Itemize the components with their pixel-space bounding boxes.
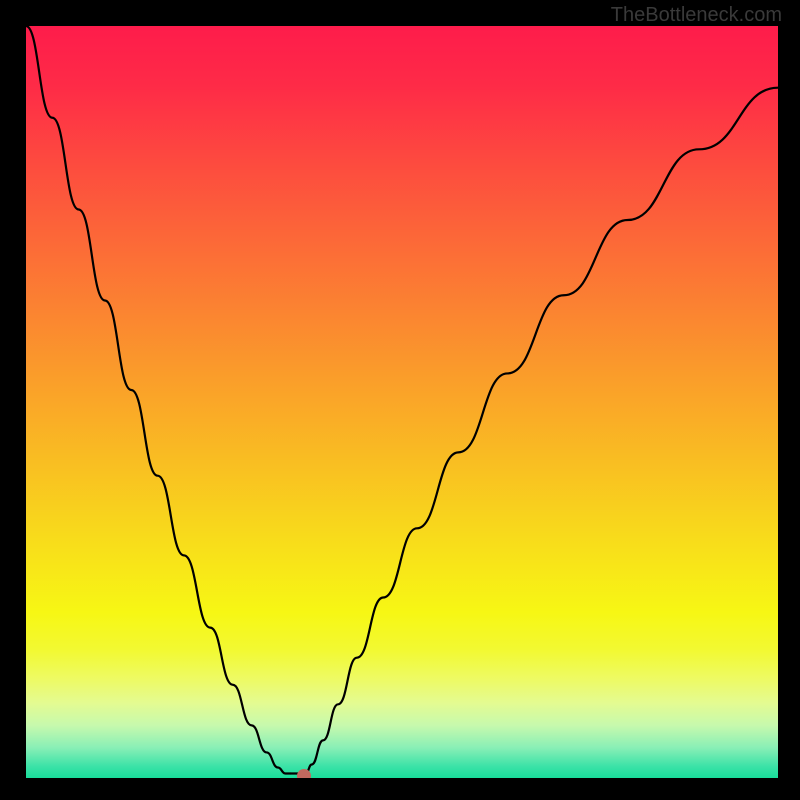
curve-left-branch <box>26 26 291 773</box>
curve-right-branch <box>306 88 778 774</box>
plot-area <box>26 26 778 778</box>
bottleneck-curve <box>26 26 778 778</box>
watermark-text: TheBottleneck.com <box>611 4 782 27</box>
optimal-point-marker <box>297 769 311 778</box>
